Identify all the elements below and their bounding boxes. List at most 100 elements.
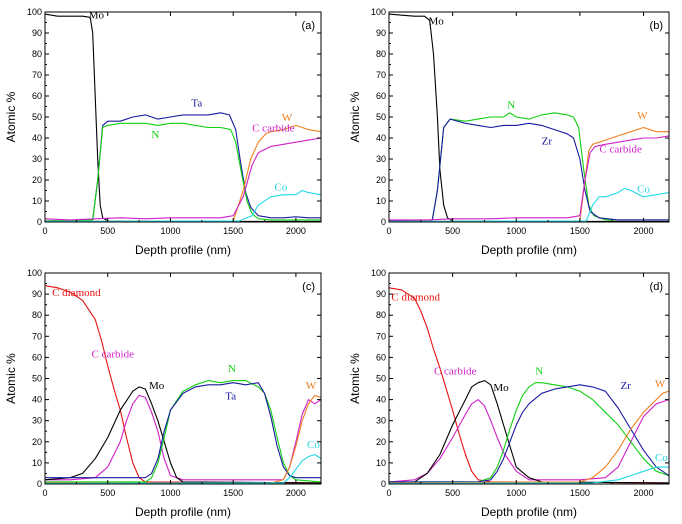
panel-label: (d) [650, 281, 663, 293]
y-axis-title: Atomic % [4, 91, 18, 142]
series-line-ta [45, 382, 321, 479]
series-line-co [389, 466, 669, 484]
x-tick-label: 1000 [506, 488, 526, 498]
y-tick-label: 60 [32, 91, 42, 101]
series-line-ta [45, 112, 321, 222]
series-label-co: Co [307, 439, 320, 451]
y-tick-label: 70 [32, 331, 42, 341]
series-label-n: N [228, 363, 236, 375]
series-line-n [45, 380, 321, 483]
series-label-mo: Mo [89, 9, 105, 21]
series-line-zr [389, 118, 669, 222]
y-tick-label: 90 [376, 28, 386, 38]
x-tick-label: 0 [386, 226, 391, 236]
y-tick-label: 100 [27, 268, 42, 278]
y-tick-label: 30 [32, 416, 42, 426]
series-line-c-carbide [389, 135, 669, 221]
y-tick-label: 40 [376, 133, 386, 143]
x-tick-label: 500 [445, 226, 460, 236]
x-tick-label: 2000 [634, 226, 654, 236]
y-tick-label: 20 [32, 175, 42, 185]
y-tick-label: 40 [32, 133, 42, 143]
y-tick-label: 80 [32, 49, 42, 59]
x-tick-label: 0 [42, 226, 47, 236]
series-label-c-diamond: C diamond [52, 287, 101, 299]
series-line-w [45, 394, 321, 484]
y-tick-label: 70 [376, 70, 386, 80]
y-axis-title: Atomic % [348, 353, 362, 404]
series-line-w [45, 124, 321, 222]
x-tick-label: 2000 [286, 488, 306, 498]
y-tick-label: 80 [376, 49, 386, 59]
y-tick-label: 50 [376, 112, 386, 122]
y-tick-label: 60 [32, 352, 42, 362]
y-tick-label: 30 [376, 154, 386, 164]
chart-panel-1: 0 500 1000 1500 2000 0 10 20 30 40 50 60 70 80 90 100 De… [4, 7, 322, 257]
series-line-co [45, 453, 321, 484]
y-tick-label: 100 [371, 7, 386, 17]
series-label-c-carbide: C carbide [252, 123, 295, 135]
y-tick-label: 50 [32, 374, 42, 384]
y-tick-label: 0 [381, 217, 386, 227]
series-line-c-diamond [389, 287, 669, 484]
chart-panel-4: 0 500 1000 1500 2000 0 10 20 30 40 50 60 70 80 90 100 De… [348, 268, 670, 519]
y-tick-label: 60 [376, 352, 386, 362]
x-tick-label: 1500 [223, 488, 243, 498]
series-label-co: Co [637, 184, 650, 196]
series-label-n: N [535, 365, 543, 377]
series-label-w: W [306, 380, 317, 392]
x-tick-label: 1500 [570, 488, 590, 498]
y-tick-label: 20 [376, 175, 386, 185]
x-tick-label: 500 [445, 488, 460, 498]
y-tick-label: 70 [376, 331, 386, 341]
y-tick-label: 10 [32, 458, 42, 468]
series-label-w: W [282, 112, 293, 124]
x-tick-label: 500 [100, 226, 115, 236]
series-label-w: W [655, 378, 666, 390]
x-tick-label: 2000 [634, 488, 654, 498]
panel-label: (c) [302, 281, 315, 293]
x-axis-title: Depth profile (nm) [481, 243, 577, 257]
y-tick-label: 20 [376, 437, 386, 447]
x-tick-label: 500 [100, 488, 115, 498]
x-tick-label: 1000 [160, 488, 180, 498]
series-line-mo [45, 386, 321, 484]
panel-label: (a) [302, 20, 315, 32]
series-label-mo: Mo [428, 16, 444, 28]
series-label-mo: Mo [493, 382, 509, 394]
y-tick-label: 40 [376, 395, 386, 405]
chart-panel-2: 0 500 1000 1500 2000 0 10 20 30 40 50 60 70 80 90 100 De… [348, 7, 670, 257]
series-line-co [389, 187, 669, 222]
x-axis-title: Depth profile (nm) [481, 505, 577, 519]
series-label-n: N [507, 100, 515, 112]
series-label-c-carbide: C carbide [92, 348, 135, 360]
y-tick-label: 10 [376, 196, 386, 206]
y-tick-label: 10 [376, 458, 386, 468]
series-line-zr [389, 384, 669, 483]
y-tick-label: 60 [376, 91, 386, 101]
series-label-zr: Zr [621, 380, 632, 392]
y-tick-label: 80 [376, 310, 386, 320]
series-label-co: Co [655, 452, 668, 464]
panel-label: (b) [650, 20, 663, 32]
x-tick-label: 2000 [286, 226, 306, 236]
series-label-zr: Zr [542, 135, 553, 147]
x-axis-title: Depth profile (nm) [135, 243, 231, 257]
x-tick-label: 0 [386, 488, 391, 498]
y-tick-label: 100 [371, 268, 386, 278]
series-label-mo: Mo [149, 380, 165, 392]
series-label-n: N [151, 129, 159, 141]
series-line-w [389, 390, 669, 484]
series-label-co: Co [274, 182, 287, 194]
y-axis-title: Atomic % [4, 353, 18, 404]
y-tick-label: 80 [32, 310, 42, 320]
y-tick-label: 100 [27, 7, 42, 17]
y-tick-label: 70 [32, 70, 42, 80]
y-tick-label: 0 [381, 479, 386, 489]
y-tick-label: 30 [376, 416, 386, 426]
series-line-mo [389, 380, 669, 484]
y-tick-label: 30 [32, 154, 42, 164]
y-tick-label: 90 [376, 289, 386, 299]
y-tick-label: 0 [37, 479, 42, 489]
